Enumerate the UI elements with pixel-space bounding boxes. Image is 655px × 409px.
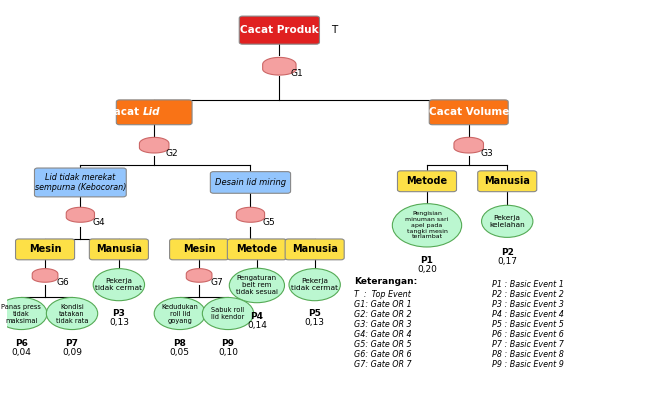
Text: P8 : Basic Event 8: P8 : Basic Event 8 <box>493 350 565 360</box>
Text: G6: Gate OR 6: G6: Gate OR 6 <box>354 350 412 360</box>
Text: Pekerja
tidak cermat: Pekerja tidak cermat <box>96 278 142 291</box>
Circle shape <box>154 297 206 330</box>
Polygon shape <box>140 137 169 153</box>
Circle shape <box>481 205 533 237</box>
Text: Cacat Produk: Cacat Produk <box>240 25 319 35</box>
Text: G4: G4 <box>92 218 105 227</box>
FancyBboxPatch shape <box>210 172 291 193</box>
Circle shape <box>392 204 462 247</box>
FancyBboxPatch shape <box>16 239 75 260</box>
Text: Mesin: Mesin <box>29 245 62 254</box>
Text: 0,04: 0,04 <box>11 348 31 357</box>
Text: P4 : Basic Event 4: P4 : Basic Event 4 <box>493 310 565 319</box>
Circle shape <box>47 297 98 330</box>
Text: P3 : Basic Event 3: P3 : Basic Event 3 <box>493 300 565 309</box>
Text: P6 : Basic Event 6: P6 : Basic Event 6 <box>493 330 565 339</box>
Circle shape <box>93 269 145 301</box>
FancyBboxPatch shape <box>477 171 536 192</box>
Text: 0,13: 0,13 <box>305 318 325 327</box>
Circle shape <box>229 268 284 303</box>
Text: T  :  Top Event: T : Top Event <box>354 290 411 299</box>
Circle shape <box>289 269 341 301</box>
Text: 0,05: 0,05 <box>170 348 190 357</box>
Text: Metode: Metode <box>236 245 278 254</box>
Text: Pengisian
minuman sari
apel pada
tangki mesin
terlambat: Pengisian minuman sari apel pada tangki … <box>405 211 449 239</box>
Text: Sabuk roll
lid kendor: Sabuk roll lid kendor <box>212 307 244 320</box>
Text: P5 : Basic Event 5: P5 : Basic Event 5 <box>493 320 565 329</box>
FancyBboxPatch shape <box>239 16 320 44</box>
Text: Desain lid miring: Desain lid miring <box>215 178 286 187</box>
Text: G3: G3 <box>480 149 493 158</box>
Text: 0,20: 0,20 <box>417 265 437 274</box>
Text: P2 : Basic Event 2: P2 : Basic Event 2 <box>493 290 565 299</box>
Polygon shape <box>454 137 483 153</box>
Polygon shape <box>66 207 94 222</box>
Text: G7: Gate OR 7: G7: Gate OR 7 <box>354 360 412 369</box>
Text: Lid tidak merekat
sempurna (Kebocoran): Lid tidak merekat sempurna (Kebocoran) <box>35 173 126 192</box>
Text: Panas press
tidak
maksimal: Panas press tidak maksimal <box>1 303 41 324</box>
Text: Cacat: Cacat <box>106 107 143 117</box>
Text: P9: P9 <box>221 339 234 348</box>
FancyBboxPatch shape <box>429 100 508 125</box>
Circle shape <box>202 297 253 330</box>
Text: Pekerja
tidak cermat: Pekerja tidak cermat <box>291 278 338 291</box>
Text: G2: Gate OR 2: G2: Gate OR 2 <box>354 310 412 319</box>
Text: 0,17: 0,17 <box>497 257 517 266</box>
Text: P7: P7 <box>66 339 79 348</box>
Text: G7: G7 <box>211 278 223 287</box>
Text: G1: Gate OR 1: G1: Gate OR 1 <box>354 300 412 309</box>
Text: G2: G2 <box>166 149 178 158</box>
Text: Kedudukan
roll lid
goyang: Kedudukan roll lid goyang <box>161 303 198 324</box>
Text: Pengaturan
belt rem
tidak sesuai: Pengaturan belt rem tidak sesuai <box>236 276 278 295</box>
Text: Metode: Metode <box>407 176 447 186</box>
Text: P9 : Basic Event 9: P9 : Basic Event 9 <box>493 360 565 369</box>
Text: Pekerja
kelelahan: Pekerja kelelahan <box>489 215 525 228</box>
Polygon shape <box>186 269 212 282</box>
Text: P5: P5 <box>309 309 321 318</box>
FancyBboxPatch shape <box>227 239 286 260</box>
Text: G5: Gate OR 5: G5: Gate OR 5 <box>354 340 412 349</box>
Text: Lid: Lid <box>143 107 160 117</box>
Text: G1: G1 <box>291 70 304 79</box>
Text: Cacat Volume: Cacat Volume <box>428 107 509 117</box>
FancyBboxPatch shape <box>35 168 126 197</box>
Text: P1 : Basic Event 1: P1 : Basic Event 1 <box>493 280 565 289</box>
Text: P7 : Basic Event 7: P7 : Basic Event 7 <box>493 340 565 349</box>
Polygon shape <box>263 57 296 75</box>
Text: P3: P3 <box>113 309 125 318</box>
FancyBboxPatch shape <box>398 171 457 192</box>
Polygon shape <box>236 207 265 222</box>
Text: T: T <box>331 25 337 35</box>
Text: 0,10: 0,10 <box>218 348 238 357</box>
Circle shape <box>0 297 47 330</box>
Text: 0,14: 0,14 <box>247 321 267 330</box>
Text: Manusia: Manusia <box>484 176 530 186</box>
Text: 0,09: 0,09 <box>62 348 82 357</box>
Text: P4: P4 <box>250 312 263 321</box>
Text: Manusia: Manusia <box>291 245 337 254</box>
Text: P6: P6 <box>15 339 28 348</box>
FancyBboxPatch shape <box>89 239 149 260</box>
Text: Keterangan:: Keterangan: <box>354 277 418 286</box>
Text: P2: P2 <box>501 248 514 257</box>
Text: Manusia: Manusia <box>96 245 142 254</box>
Polygon shape <box>32 269 58 282</box>
FancyBboxPatch shape <box>117 100 192 125</box>
Text: G5: G5 <box>262 218 275 227</box>
Text: G3: Gate OR 3: G3: Gate OR 3 <box>354 320 412 329</box>
Text: 0,13: 0,13 <box>109 318 129 327</box>
Text: P8: P8 <box>174 339 186 348</box>
Text: G6: G6 <box>57 278 69 287</box>
FancyBboxPatch shape <box>170 239 229 260</box>
FancyBboxPatch shape <box>285 239 344 260</box>
Text: G4: Gate OR 4: G4: Gate OR 4 <box>354 330 412 339</box>
Text: P1: P1 <box>421 256 434 265</box>
Text: Mesin: Mesin <box>183 245 215 254</box>
Text: Kondisi
tatakan
tidak rata: Kondisi tatakan tidak rata <box>56 303 88 324</box>
